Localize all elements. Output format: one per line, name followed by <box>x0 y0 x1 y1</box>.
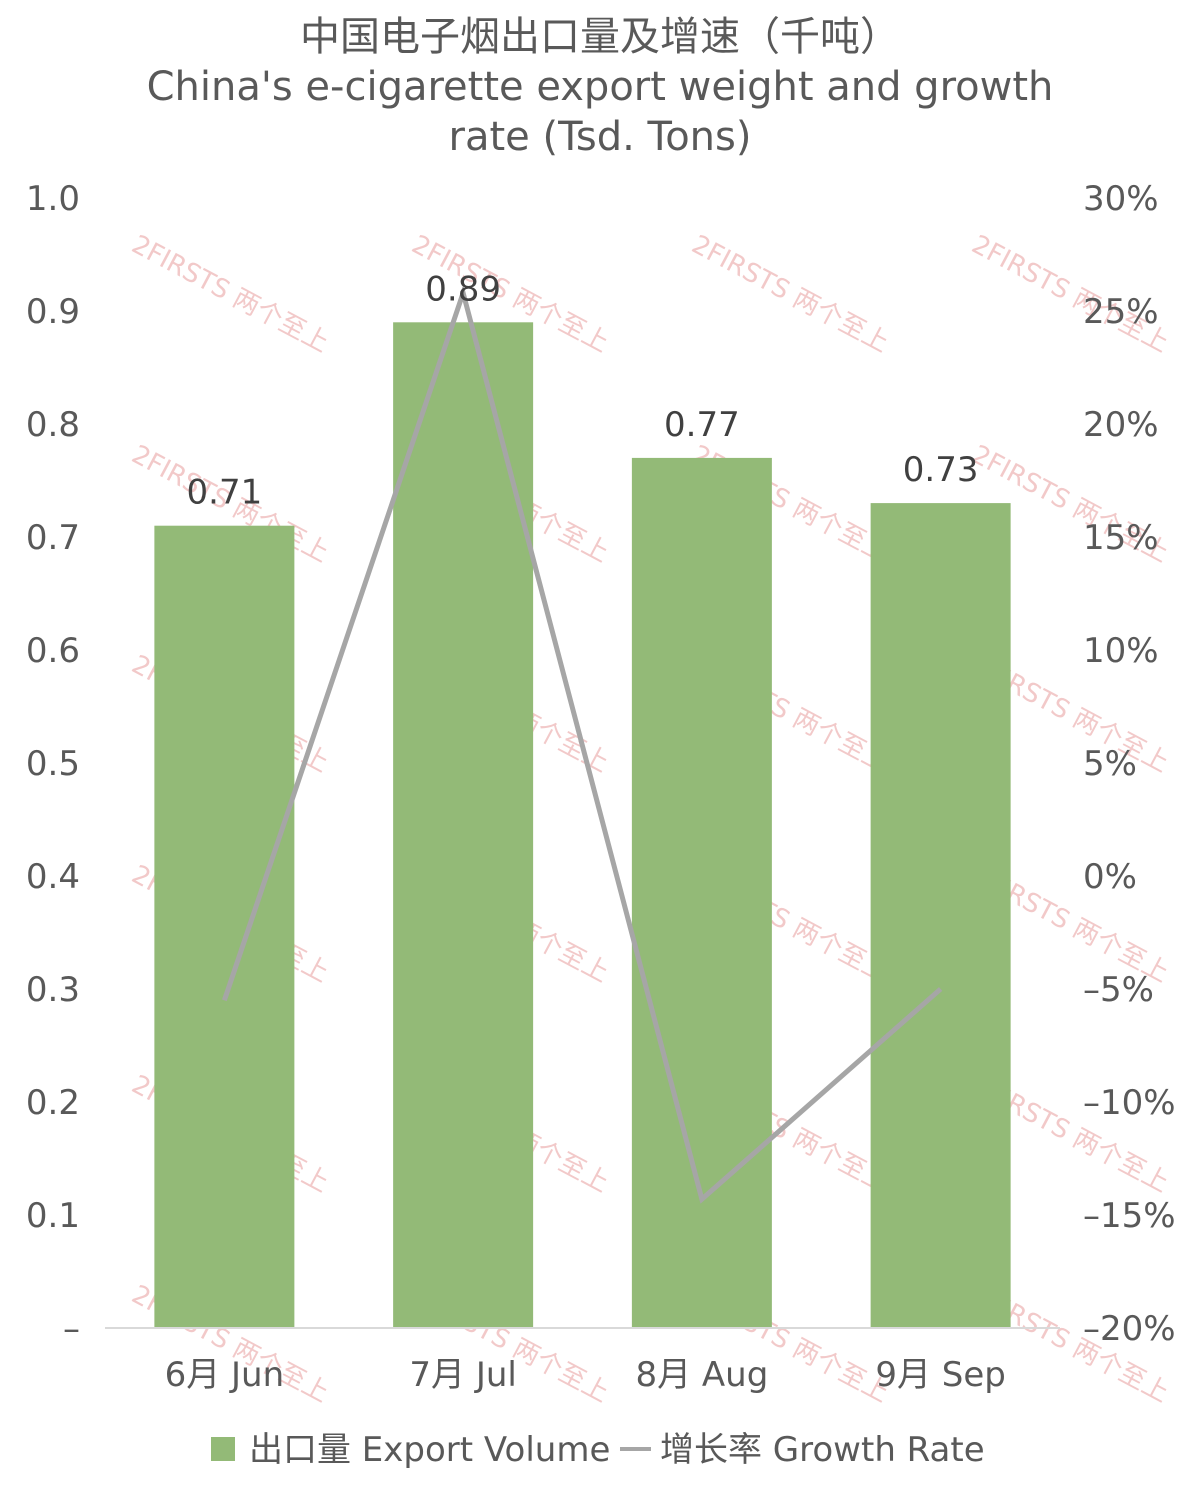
right-tick-label: 0% <box>1083 857 1137 897</box>
bar-data-label: 0.77 <box>664 405 740 445</box>
growth-rate-line <box>222 284 943 1204</box>
right-tick-label: 15% <box>1083 518 1159 558</box>
bar-data-label: 0.89 <box>425 269 501 309</box>
bar <box>154 525 295 1328</box>
right-axis-ticks: –20% –15% –10% –5% 0% 5% 10% 15% 20% 25% 30% <box>1083 179 1176 1349</box>
category-label: 7月 Jul <box>409 1355 516 1395</box>
category-label: 8月 Aug <box>635 1355 768 1395</box>
bar-data-label: 0.71 <box>187 473 263 513</box>
left-tick-label: 0.2 <box>26 1083 80 1123</box>
left-axis-ticks: – 0.1 0.2 0.3 0.4 0.5 0.6 0.7 0.8 0.9 1.0 <box>26 179 80 1349</box>
bar <box>393 322 534 1328</box>
chart-title-zh: 中国电子烟出口量及增速（千吨） <box>300 14 900 60</box>
watermark-text: 2FIRSTS 两个至上 <box>687 230 894 359</box>
bar-data-label: 0.73 <box>903 450 979 490</box>
right-tick-label: –15% <box>1083 1196 1176 1236</box>
category-labels: 6月 Jun 7月 Jul 8月 Aug 9月 Sep <box>165 1355 1006 1395</box>
bar <box>631 457 772 1328</box>
left-tick-label: – <box>63 1309 80 1349</box>
chart-title-en-line1: China's e-cigarette export weight and gr… <box>147 64 1054 110</box>
right-tick-label: –5% <box>1083 970 1154 1010</box>
right-tick-label: 20% <box>1083 405 1159 445</box>
right-tick-label: 25% <box>1083 292 1159 332</box>
left-tick-label: 0.9 <box>26 292 80 332</box>
watermark-text: 2FIRSTS 两个至上 <box>127 230 334 359</box>
bar <box>870 503 1011 1329</box>
left-tick-label: 0.4 <box>26 857 80 897</box>
right-tick-label: 10% <box>1083 631 1159 671</box>
legend: 出口量 Export Volume 增长率 Growth Rate <box>211 1430 985 1470</box>
bar-series <box>154 322 1011 1329</box>
left-tick-label: 0.3 <box>26 970 80 1010</box>
left-tick-label: 0.8 <box>26 405 80 445</box>
right-tick-label: –20% <box>1083 1309 1176 1349</box>
legend-label-export-volume: 出口量 Export Volume <box>249 1430 610 1470</box>
category-label: 9月 Sep <box>875 1355 1006 1395</box>
left-tick-label: 0.5 <box>26 744 80 784</box>
left-tick-label: 0.6 <box>26 631 80 671</box>
legend-label-growth-rate: 增长率 Growth Rate <box>660 1430 985 1470</box>
right-tick-label: 5% <box>1083 744 1137 784</box>
chart-title-en-line2: rate (Tsd. Tons) <box>449 114 752 160</box>
left-tick-label: 0.1 <box>26 1196 80 1236</box>
right-tick-label: 30% <box>1083 179 1159 219</box>
right-tick-label: –10% <box>1083 1083 1176 1123</box>
category-label: 6月 Jun <box>165 1355 285 1395</box>
data-labels: 0.71 0.89 0.77 0.73 <box>187 269 979 512</box>
left-tick-label: 1.0 <box>26 179 80 219</box>
legend-swatch-export-volume <box>211 1437 235 1461</box>
growth-rate-series <box>222 284 943 1204</box>
left-tick-label: 0.7 <box>26 518 80 558</box>
